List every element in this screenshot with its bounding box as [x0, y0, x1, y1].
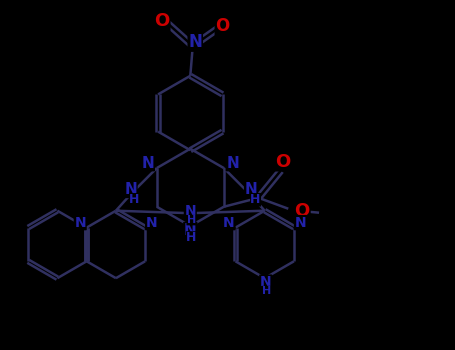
Text: N: N	[223, 216, 235, 230]
Text: H: H	[262, 286, 271, 296]
Text: N: N	[294, 216, 306, 230]
Text: N: N	[124, 182, 137, 197]
Text: H: H	[250, 193, 261, 206]
Text: N: N	[184, 223, 197, 238]
Text: O: O	[294, 202, 310, 220]
Text: N: N	[184, 204, 196, 218]
Text: N: N	[260, 275, 272, 289]
Text: N: N	[245, 182, 258, 197]
Text: H: H	[187, 215, 196, 225]
Text: O: O	[154, 12, 170, 30]
Text: N: N	[188, 33, 202, 51]
Text: N: N	[226, 156, 239, 170]
Text: H: H	[129, 193, 140, 206]
Text: N: N	[146, 216, 157, 230]
Text: N: N	[75, 216, 86, 230]
Text: O: O	[215, 17, 230, 35]
Text: N: N	[142, 156, 154, 170]
Text: H: H	[186, 231, 197, 245]
Text: O: O	[275, 153, 290, 170]
